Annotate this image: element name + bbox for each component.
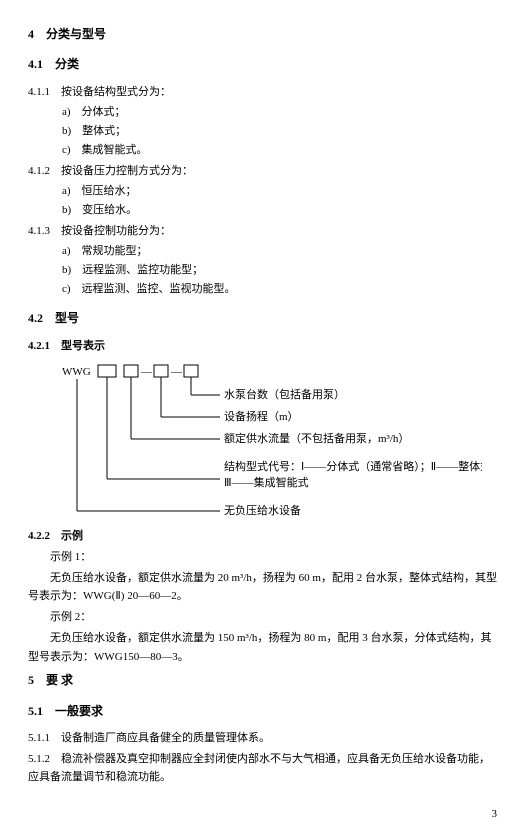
c411-c: c) 集成智能式。 <box>62 141 497 160</box>
sec5-title: 5 要 求 <box>28 670 497 690</box>
diag-boxes: — — <box>98 365 198 378</box>
model-diagram-svg: WWG — — 水泵台数（包括备用泵） 设备扬程（m） 额定供水流量（不包括备用… <box>62 361 482 521</box>
c413-a: a) 常规功能型； <box>62 242 497 261</box>
diag-l1: 水泵台数（包括备用泵） <box>224 387 345 401</box>
ex2-text: 无负压给水设备，额定供水流量为 150 m³/h，扬程为 80 m，配用 3 台… <box>28 629 497 666</box>
diag-l2: 设备扬程（m） <box>224 409 299 423</box>
clause-421: 4.2.1 型号表示 <box>28 337 497 356</box>
c421-title: 4.2.1 型号表示 <box>28 340 105 352</box>
c413-c: c) 远程监测、监控、监视功能型。 <box>62 280 497 299</box>
diag-l4a: 结构型式代号：Ⅰ——分体式（通常省略）；Ⅱ——整体式； <box>224 459 482 473</box>
clause-422: 4.2.2 示例 <box>28 527 497 546</box>
diag-l5: 无负压给水设备 <box>224 503 301 517</box>
clause-512: 5.1.2 稳流补偿器及真空抑制器应全封闭使内部水不与大气相通，应具备无负压给水… <box>28 750 497 787</box>
sec42-title: 4.2 型号 <box>28 308 497 328</box>
c411-b: b) 整体式； <box>62 122 497 141</box>
c412-a: a) 恒压给水； <box>62 182 497 201</box>
svg-text:—: — <box>170 366 183 378</box>
svg-text:—: — <box>140 366 153 378</box>
sec41-title: 4.1 分类 <box>28 54 497 74</box>
clause-412: 4.1.2 按设备压力控制方式分为： <box>28 162 497 181</box>
diag-l4b: Ⅲ——集成智能式 <box>224 475 309 489</box>
diag-l3: 额定供水流量（不包括备用泵，m³/h） <box>224 431 409 445</box>
ex1-label: 示例 1： <box>50 548 497 567</box>
clause-411: 4.1.1 按设备结构型式分为： <box>28 83 497 102</box>
sec4-title: 4 分类与型号 <box>28 24 497 44</box>
ex1-text: 无负压给水设备，额定供水流量为 20 m³/h，扬程为 60 m，配用 2 台水… <box>28 569 497 606</box>
diag-leaders <box>77 395 220 511</box>
clause-511: 5.1.1 设备制造厂商应具备健全的质量管理体系。 <box>28 729 497 748</box>
c412-b: b) 变压给水。 <box>62 201 497 220</box>
c413-b: b) 远程监测、监控功能型； <box>62 261 497 280</box>
c411-a: a) 分体式； <box>62 103 497 122</box>
diag-stems <box>77 377 191 511</box>
c422-title: 4.2.2 示例 <box>28 530 83 542</box>
sec51-title: 5.1 一般要求 <box>28 701 497 721</box>
ex2-label: 示例 2： <box>50 608 497 627</box>
page-number: 3 <box>28 805 497 824</box>
model-diagram: WWG — — 水泵台数（包括备用泵） 设备扬程（m） 额定供水流量（不包括备用… <box>62 361 497 521</box>
diag-code: WWG <box>62 366 91 378</box>
clause-413: 4.1.3 按设备控制功能分为： <box>28 222 497 241</box>
